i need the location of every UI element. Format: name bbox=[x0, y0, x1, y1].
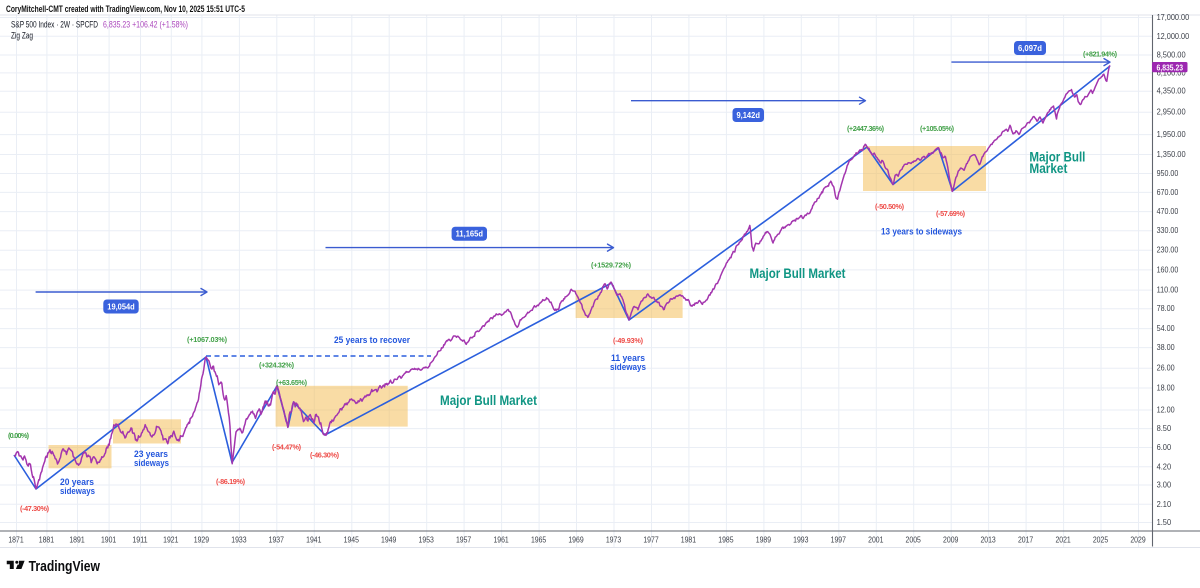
svg-text:Major Bull Market: Major Bull Market bbox=[440, 393, 537, 408]
svg-text:1891: 1891 bbox=[69, 536, 85, 545]
svg-text:(+821.94%): (+821.94%) bbox=[1083, 50, 1118, 59]
svg-text:9,142d: 9,142d bbox=[736, 110, 760, 120]
svg-text:(+105.05%): (+105.05%) bbox=[920, 124, 955, 133]
svg-text:11 years: 11 years bbox=[611, 353, 645, 363]
svg-text:2.10: 2.10 bbox=[1157, 500, 1172, 509]
svg-text:1997: 1997 bbox=[831, 536, 847, 545]
svg-text:20 years: 20 years bbox=[60, 477, 94, 487]
svg-text:1981: 1981 bbox=[681, 536, 697, 545]
svg-text:6,835.23: 6,835.23 bbox=[1157, 63, 1184, 72]
svg-text:11,165d: 11,165d bbox=[456, 229, 483, 239]
svg-text:sideways: sideways bbox=[134, 458, 169, 468]
svg-text:38.00: 38.00 bbox=[1157, 343, 1175, 352]
svg-text:330.00: 330.00 bbox=[1157, 226, 1179, 235]
svg-text:670.00: 670.00 bbox=[1157, 188, 1179, 197]
svg-text:(-54.47%): (-54.47%) bbox=[272, 443, 302, 452]
svg-text:160.00: 160.00 bbox=[1157, 265, 1179, 274]
svg-text:2021: 2021 bbox=[1055, 536, 1071, 545]
svg-text:2013: 2013 bbox=[980, 536, 996, 545]
svg-text:1993: 1993 bbox=[793, 536, 809, 545]
svg-text:1.50: 1.50 bbox=[1157, 518, 1172, 527]
svg-text:(-46.30%): (-46.30%) bbox=[310, 451, 340, 460]
svg-text:12,000.00: 12,000.00 bbox=[1157, 32, 1190, 41]
svg-text:3.00: 3.00 bbox=[1157, 480, 1172, 489]
svg-text:1,950.00: 1,950.00 bbox=[1157, 130, 1186, 139]
svg-text:Market: Market bbox=[1029, 161, 1067, 176]
svg-text:1969: 1969 bbox=[568, 536, 584, 545]
svg-text:(+324.32%): (+324.32%) bbox=[259, 361, 295, 370]
svg-text:(+2447.36%): (+2447.36%) bbox=[847, 124, 885, 133]
svg-text:12.00: 12.00 bbox=[1157, 405, 1175, 414]
svg-text:4,350.00: 4,350.00 bbox=[1157, 87, 1186, 96]
svg-text:54.00: 54.00 bbox=[1157, 324, 1175, 333]
svg-text:6,097d: 6,097d bbox=[1018, 43, 1042, 53]
svg-text:CoryMitchell-CMT created with: CoryMitchell-CMT created with TradingVie… bbox=[6, 4, 245, 14]
svg-text:(-49.93%): (-49.93%) bbox=[613, 336, 644, 345]
svg-text:1937: 1937 bbox=[269, 536, 285, 545]
svg-text:78.00: 78.00 bbox=[1157, 304, 1175, 313]
svg-text:25 years to recover: 25 years to recover bbox=[334, 335, 410, 346]
svg-text:13 years to sideways: 13 years to sideways bbox=[881, 227, 962, 237]
svg-text:2009: 2009 bbox=[943, 536, 959, 545]
svg-text:sideways: sideways bbox=[60, 486, 95, 496]
svg-text:8,500.00: 8,500.00 bbox=[1157, 50, 1186, 59]
svg-text:1941: 1941 bbox=[306, 536, 322, 545]
svg-text:(-86.19%): (-86.19%) bbox=[216, 477, 246, 486]
svg-text:Zig Zag: Zig Zag bbox=[11, 31, 33, 41]
svg-text:(-50.50%): (-50.50%) bbox=[875, 202, 905, 211]
svg-text:1881: 1881 bbox=[39, 536, 55, 545]
svg-text:(+1529.72%): (+1529.72%) bbox=[591, 261, 632, 270]
svg-text:18.00: 18.00 bbox=[1157, 384, 1175, 393]
svg-text:1921: 1921 bbox=[163, 536, 179, 545]
svg-text:1989: 1989 bbox=[756, 536, 772, 545]
svg-text:1901: 1901 bbox=[101, 536, 117, 545]
svg-text:2029: 2029 bbox=[1130, 536, 1146, 545]
svg-text:1977: 1977 bbox=[643, 536, 659, 545]
svg-text:2017: 2017 bbox=[1018, 536, 1034, 545]
svg-text:1973: 1973 bbox=[606, 536, 622, 545]
svg-text:1949: 1949 bbox=[381, 536, 397, 545]
svg-text:Major Bull Market: Major Bull Market bbox=[750, 266, 846, 281]
svg-text:470.00: 470.00 bbox=[1157, 207, 1179, 216]
svg-text:(0.00%): (0.00%) bbox=[8, 431, 30, 440]
svg-text:sideways: sideways bbox=[610, 362, 646, 372]
svg-text:1957: 1957 bbox=[456, 536, 472, 545]
svg-text:23 years: 23 years bbox=[134, 449, 168, 459]
svg-text:(-57.69%): (-57.69%) bbox=[936, 209, 966, 218]
svg-text:19,054d: 19,054d bbox=[107, 302, 134, 312]
svg-text:1965: 1965 bbox=[531, 536, 547, 545]
svg-text:26.00: 26.00 bbox=[1157, 364, 1175, 373]
svg-text:1985: 1985 bbox=[718, 536, 734, 545]
svg-text:1911: 1911 bbox=[132, 536, 148, 545]
svg-text:1,350.00: 1,350.00 bbox=[1157, 150, 1186, 159]
svg-text:1945: 1945 bbox=[344, 536, 360, 545]
svg-text:4.20: 4.20 bbox=[1157, 462, 1172, 471]
svg-text:(+63.65%): (+63.65%) bbox=[276, 378, 308, 387]
svg-text:(-47.30%): (-47.30%) bbox=[20, 504, 50, 513]
svg-text:Major Bull: Major Bull bbox=[1029, 150, 1085, 165]
svg-text:6.00: 6.00 bbox=[1157, 443, 1172, 452]
svg-text:1929: 1929 bbox=[194, 536, 210, 545]
svg-text:2025: 2025 bbox=[1093, 536, 1109, 545]
svg-text:950.00: 950.00 bbox=[1157, 169, 1179, 178]
svg-text:1933: 1933 bbox=[231, 536, 247, 545]
svg-text:6,100.00: 6,100.00 bbox=[1157, 68, 1186, 77]
svg-text:1871: 1871 bbox=[8, 536, 24, 545]
svg-text:230.00: 230.00 bbox=[1157, 246, 1179, 255]
svg-text:(+1067.03%): (+1067.03%) bbox=[187, 335, 228, 344]
svg-text:17,000.00: 17,000.00 bbox=[1157, 13, 1190, 22]
svg-text:1953: 1953 bbox=[419, 536, 435, 545]
svg-text:TradingView: TradingView bbox=[29, 558, 100, 575]
svg-text:6,835.23 +106.42 (+1.58%): 6,835.23 +106.42 (+1.58%) bbox=[103, 20, 188, 30]
svg-text:2005: 2005 bbox=[906, 536, 922, 545]
svg-text:2001: 2001 bbox=[868, 536, 884, 545]
svg-text:8.50: 8.50 bbox=[1157, 424, 1172, 433]
svg-text:2,950.00: 2,950.00 bbox=[1157, 108, 1186, 117]
svg-text:110.00: 110.00 bbox=[1157, 286, 1179, 295]
svg-text:S&P 500 Index · 2W · SPCFD: S&P 500 Index · 2W · SPCFD bbox=[11, 20, 98, 30]
svg-text:1961: 1961 bbox=[493, 536, 509, 545]
